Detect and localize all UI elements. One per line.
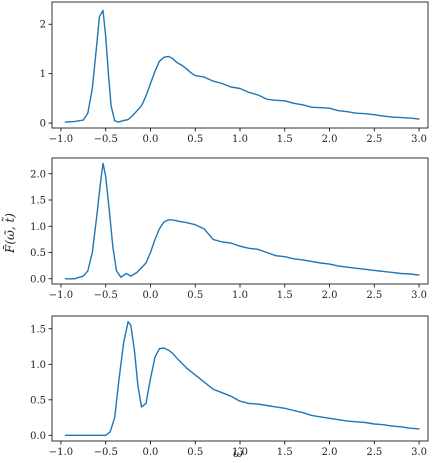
x-tick-label: 1.5 xyxy=(277,134,293,145)
x-tick-label: 1.5 xyxy=(277,290,293,301)
y-tick-label: 1 xyxy=(40,69,46,80)
chart-panel-2: −1.0 −0.5 0.0 0.5 1.0 1.5 2.0 2.5 3.0 0.0 0.5 1.0 1.… xyxy=(30,157,429,301)
chart-panel-3: −1.0 −0.5 0.0 0.5 1.0 1.5 2.0 2.5 3.0 0.0 0.5 1.0 1.… xyxy=(30,315,429,458)
y-tick-label: 0.5 xyxy=(30,395,46,406)
x-tick-label: 3.0 xyxy=(411,290,427,301)
y-tick-label: 1.5 xyxy=(30,324,46,335)
y-tick-label: 1.5 xyxy=(30,196,46,207)
x-tick-label: 2.5 xyxy=(366,447,382,458)
chart-panel-1: −1.0 −0.5 0.0 0.5 1.0 1.5 2.0 2.5 3.0 0 1 2 xyxy=(40,1,429,145)
x-tick-label: 1.5 xyxy=(277,447,293,458)
plot-frame xyxy=(51,315,429,442)
plot-frame xyxy=(51,157,429,285)
y-tick-label: 2.0 xyxy=(30,169,46,180)
series-line-1 xyxy=(64,321,420,436)
x-tick-label: 0.0 xyxy=(143,290,159,301)
x-tick-label: 3.0 xyxy=(411,447,427,458)
x-axis-label: ω̃ xyxy=(233,446,243,460)
x-tick-label: 0.0 xyxy=(143,447,159,458)
x-tick-label: 2.0 xyxy=(322,290,338,301)
x-tick-label: 0.0 xyxy=(143,134,159,145)
x-tick-label: −1.0 xyxy=(49,447,73,458)
series-line-1 xyxy=(64,162,420,280)
x-tick-label: 1.0 xyxy=(232,290,248,301)
x-tick-label: 3.0 xyxy=(411,134,427,145)
x-tick-label: 2.5 xyxy=(366,134,382,145)
y-tick-label: 1.0 xyxy=(30,222,46,233)
y-tick-label: 1.0 xyxy=(30,360,46,371)
x-tick-label: 0.5 xyxy=(187,447,203,458)
x-tick-label: −0.5 xyxy=(94,134,118,145)
x-tick-label: 0.5 xyxy=(187,134,203,145)
x-tick-label: 0.5 xyxy=(187,290,203,301)
y-tick-label: 0.0 xyxy=(30,431,46,442)
x-tick-label: 2.5 xyxy=(366,290,382,301)
x-tick-label: −0.5 xyxy=(94,290,118,301)
series-line-1 xyxy=(64,9,420,123)
x-tick-label: 2.0 xyxy=(322,134,338,145)
x-tick-label: −1.0 xyxy=(49,134,73,145)
x-tick-label: 1.0 xyxy=(232,134,248,145)
y-tick-label: 0 xyxy=(40,119,46,130)
y-axis-label: F̄(ω̃, t̃) xyxy=(1,213,17,254)
x-tick-label: 1.0 xyxy=(232,447,248,458)
x-tick-label: −0.5 xyxy=(94,447,118,458)
x-tick-label: −1.0 xyxy=(49,290,73,301)
y-tick-label: 2 xyxy=(40,20,46,31)
x-tick-label: 2.0 xyxy=(322,447,338,458)
y-tick-label: 0.5 xyxy=(30,248,46,259)
y-tick-label: 0.0 xyxy=(30,274,46,285)
